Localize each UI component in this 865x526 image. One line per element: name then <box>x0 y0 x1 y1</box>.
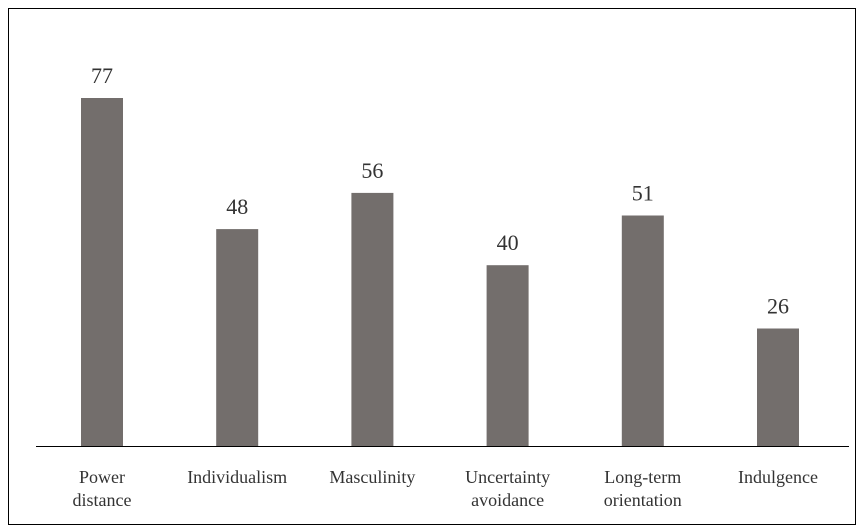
bar-3 <box>486 265 529 446</box>
bar-value-label-5: 26 <box>767 294 789 319</box>
bar-0 <box>81 98 123 446</box>
bar-value-label-1: 48 <box>226 194 248 219</box>
bars-layer <box>81 98 799 446</box>
category-label-0-line-1: distance <box>73 490 132 510</box>
bar-value-label-4: 51 <box>632 181 654 206</box>
category-label-5-line-0: Indulgence <box>738 467 818 487</box>
category-label-1-line-0: Individualism <box>187 467 287 487</box>
bar-value-label-0: 77 <box>91 63 113 88</box>
data-labels-layer: 77 48 56 40 51 26 <box>91 63 789 319</box>
bar-value-label-3: 40 <box>497 230 519 255</box>
category-label-2-line-0: Masculinity <box>329 467 415 487</box>
bar-1 <box>216 229 259 446</box>
bar-5 <box>757 328 799 446</box>
bar-4 <box>621 215 664 446</box>
category-label-3-line-0: Uncertainty <box>465 467 550 487</box>
chart-frame <box>8 8 856 525</box>
bar-value-label-2: 56 <box>361 158 383 183</box>
category-label-3-line-1: avoidance <box>471 490 544 510</box>
category-label-4-line-1: orientation <box>604 490 682 510</box>
bar-2 <box>351 192 394 446</box>
category-label-4-line-0: Long-term <box>604 467 681 487</box>
category-label-0-line-0: Power <box>79 467 125 487</box>
category-labels-layer: Power distance Individualism Masculinity Unc… <box>73 467 818 510</box>
